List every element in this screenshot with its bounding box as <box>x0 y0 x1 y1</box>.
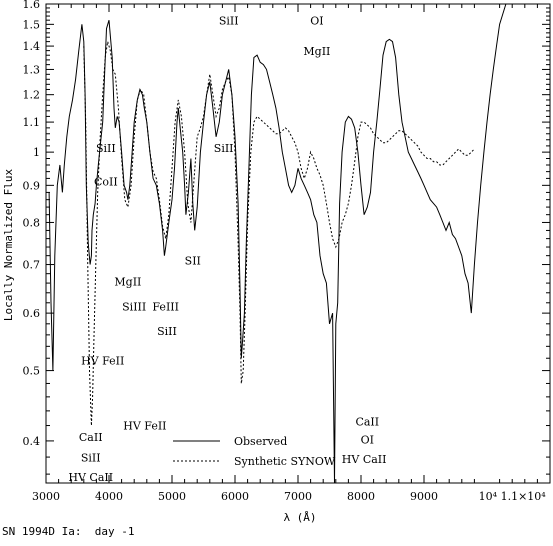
annotation-label: MgII <box>303 45 330 58</box>
annotation-label: HV CaII <box>342 453 387 466</box>
ticks-layer: 3000 4000 5000 6000 7000 8000 9000 10⁴ 1.1×10⁴ 0… <box>23 0 550 503</box>
plot-frame <box>45 3 551 484</box>
annotation-label: FeIII <box>152 301 179 314</box>
y-tick-label: 1.1 <box>23 116 41 129</box>
y-tick-label: 0.5 <box>23 365 41 378</box>
x-tick-label: 3000 <box>32 490 60 503</box>
annotation-label: OI <box>310 14 323 27</box>
series-line-observed <box>48 3 550 484</box>
annotation-label: CaII <box>355 416 379 429</box>
x-tick-label: 6000 <box>221 490 249 503</box>
annotation-label: CaII <box>79 431 103 444</box>
y-tick-label: 0.8 <box>23 216 41 229</box>
annotation-label: SiIII <box>122 301 146 314</box>
x-tick-label: 5000 <box>158 490 186 503</box>
legend-label: Observed <box>234 435 287 448</box>
y-axis-label: Locally Normalized Flux <box>2 168 15 321</box>
legend-label: Synthetic SYNOW <box>234 455 336 468</box>
y-tick-label: 1.5 <box>23 18 41 31</box>
y-tick-label: 0.4 <box>23 435 41 448</box>
x-tick-label: 9000 <box>410 490 438 503</box>
y-tick-label: 0.6 <box>23 307 41 320</box>
x-tick-label-extra: 10⁴ 1.1×10⁴ <box>479 490 547 503</box>
annotation-label: MgII <box>114 275 141 288</box>
annotation-label: CoII <box>94 175 118 188</box>
y-tick-label: 1 <box>33 146 40 159</box>
y-tick-label: 1.4 <box>23 40 41 53</box>
y-tick-label: 0.7 <box>23 259 41 272</box>
annotation-label: SiII <box>96 142 116 155</box>
annotation-label: SiII <box>214 142 234 155</box>
y-tick-label: 1.3 <box>23 63 41 76</box>
x-tick-label: 7000 <box>284 490 312 503</box>
series-line-synthetic <box>83 41 475 426</box>
annotation-label: HV FeII <box>81 354 124 367</box>
annotation-label: HV FeII <box>123 419 166 432</box>
annotation-label: OI <box>361 433 374 446</box>
x-axis-label: λ (Å) <box>283 511 316 524</box>
y-tick-label: 1.2 <box>23 89 41 102</box>
annotation-label: HV CaII <box>68 471 113 484</box>
x-tick-label: 4000 <box>95 490 123 503</box>
series-layer <box>48 3 550 484</box>
annotation-label: SiII <box>81 451 101 464</box>
plot-frame-layer <box>45 3 551 484</box>
x-tick-label: 8000 <box>347 490 375 503</box>
caption: SN 1994D Ia: day -1 <box>2 525 135 538</box>
annotation-label: SiII <box>219 14 239 27</box>
annotations-layer: SiII CoII MgII SiIII FeIII SiII SII SiII SiII OI M… <box>68 14 386 484</box>
legend: Observed Synthetic SYNOW <box>173 435 336 468</box>
annotation-label: SiII <box>157 325 177 338</box>
y-tick-label: 0.9 <box>23 179 41 192</box>
annotation-label: SII <box>185 255 201 268</box>
y-tick-label: 1.6 <box>23 0 41 11</box>
